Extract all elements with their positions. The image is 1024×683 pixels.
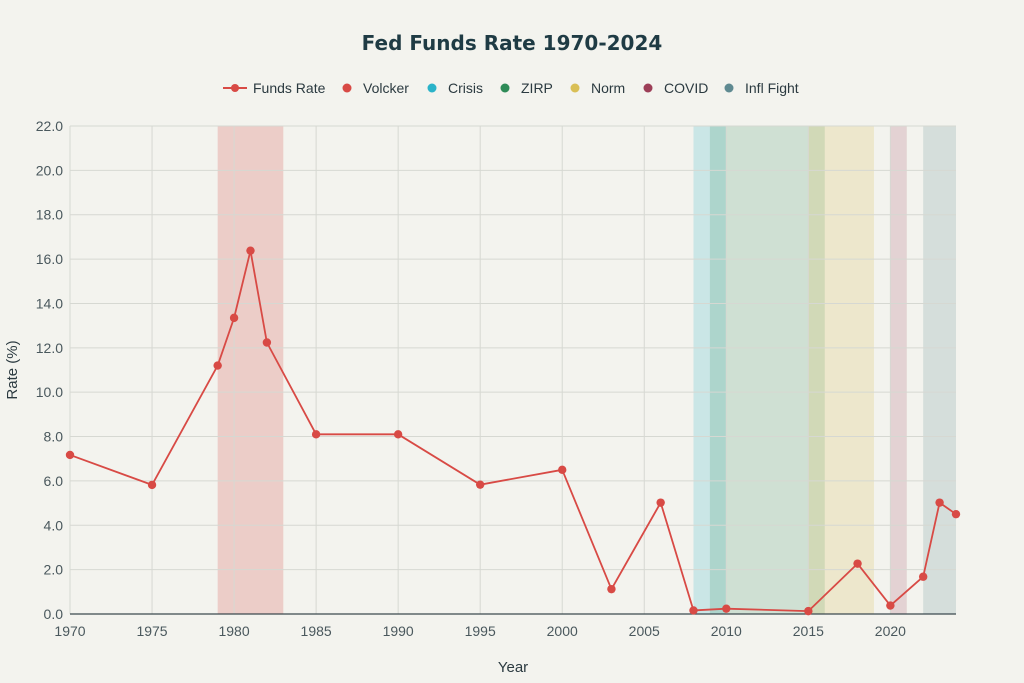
data-point-6[interactable] — [311, 430, 321, 439]
legend-label: Infl Fight — [745, 80, 799, 96]
data-point-13[interactable] — [722, 604, 731, 613]
series-line-0 — [69, 249, 957, 613]
legend-label: Norm — [591, 80, 625, 96]
y-tick-label-1: 2.0 — [44, 562, 64, 578]
x-tick-label-10: 2020 — [875, 623, 906, 639]
data-point-8[interactable] — [475, 480, 485, 489]
data-point-19[interactable] — [951, 509, 961, 519]
y-tick-label-10: 20.0 — [36, 162, 63, 178]
data-point-3[interactable] — [229, 313, 239, 323]
x-tick-label-5: 1995 — [465, 623, 496, 639]
y-tick-label-2: 4.0 — [44, 517, 64, 533]
x-tick-label-0: 1970 — [54, 623, 85, 639]
legend-dot-swatch — [500, 83, 510, 93]
legend-item-0[interactable]: Volcker — [342, 80, 410, 96]
data-point-7[interactable] — [393, 430, 403, 439]
y-tick-label-9: 18.0 — [36, 207, 63, 223]
x-axis-title: Year — [498, 659, 528, 676]
grid-lines — [69, 125, 956, 615]
data-point-5[interactable] — [262, 338, 272, 347]
legend-label: Crisis — [448, 80, 483, 96]
data-point-2[interactable] — [213, 361, 222, 370]
series-layer — [65, 246, 961, 616]
x-tick-label-4: 1990 — [383, 623, 414, 639]
data-point-17[interactable] — [918, 572, 928, 581]
legend-label: Funds Rate — [253, 80, 326, 96]
legend-dot-swatch — [570, 83, 580, 93]
period-band-5 — [923, 126, 956, 614]
legend-label: Volcker — [363, 80, 409, 96]
data-point-14[interactable] — [804, 606, 813, 616]
y-tick-label-11: 22.0 — [36, 118, 63, 134]
legend-item-5[interactable]: Infl Fight — [724, 80, 799, 96]
legend: Funds Rate Volcker Crisis ZIRP Norm COVID Infl… — [223, 80, 799, 96]
data-point-4[interactable] — [246, 246, 255, 255]
data-point-1[interactable] — [147, 480, 157, 490]
x-tick-label-3: 1985 — [301, 623, 332, 639]
y-tick-label-8: 16.0 — [36, 251, 63, 267]
legend-label: COVID — [664, 80, 708, 96]
legend-dot-swatch — [724, 83, 734, 93]
chart-title: Fed Funds Rate 1970-2024 — [362, 31, 663, 55]
data-point-10[interactable] — [607, 584, 616, 594]
legend-item-2[interactable]: ZIRP — [500, 80, 553, 96]
x-tick-label-7: 2005 — [629, 623, 660, 639]
period-bands — [217, 126, 956, 614]
y-axis-title: Rate (%) — [4, 340, 21, 399]
period-band-0 — [217, 126, 284, 614]
data-point-16[interactable] — [886, 601, 895, 610]
legend-item-1[interactable]: Crisis — [427, 80, 484, 96]
y-tick-label-4: 8.0 — [44, 429, 64, 445]
data-point-12[interactable] — [689, 606, 698, 615]
period-band-4 — [890, 126, 907, 614]
legend-dot-swatch — [427, 83, 437, 93]
y-tick-label-7: 14.0 — [36, 295, 63, 311]
x-tick-label-8: 2010 — [711, 623, 742, 639]
legend-label: ZIRP — [521, 80, 553, 96]
x-tick-label-6: 2000 — [547, 623, 578, 639]
legend-item-4[interactable]: COVID — [643, 80, 709, 96]
x-tick-label-1: 1975 — [136, 623, 167, 639]
data-point-9[interactable] — [558, 465, 567, 475]
y-tick-label-5: 10.0 — [36, 384, 63, 400]
legend-dot-swatch — [643, 83, 653, 93]
legend-marker-swatch — [231, 84, 239, 92]
period-band-2 — [709, 126, 825, 614]
y-tick-label-3: 6.0 — [44, 473, 64, 489]
legend-item-3[interactable]: Norm — [570, 80, 626, 96]
period-band-3 — [808, 126, 874, 614]
y-tick-label-6: 12.0 — [36, 340, 63, 356]
x-tick-label-2: 1980 — [218, 623, 249, 639]
axes: 1970 1975 1980 1985 1990 1995 2000 2005 2010 2015… — [36, 118, 956, 639]
legend-item-funds-rate[interactable]: Funds Rate — [223, 80, 326, 96]
period-band-1 — [693, 126, 727, 614]
legend-dot-swatch — [342, 83, 352, 93]
data-point-11[interactable] — [656, 498, 665, 507]
data-point-18[interactable] — [935, 498, 944, 507]
y-tick-label-0: 0.0 — [44, 606, 64, 622]
x-tick-label-9: 2015 — [793, 623, 824, 639]
data-point-15[interactable] — [853, 559, 862, 568]
data-point-0[interactable] — [65, 450, 75, 460]
